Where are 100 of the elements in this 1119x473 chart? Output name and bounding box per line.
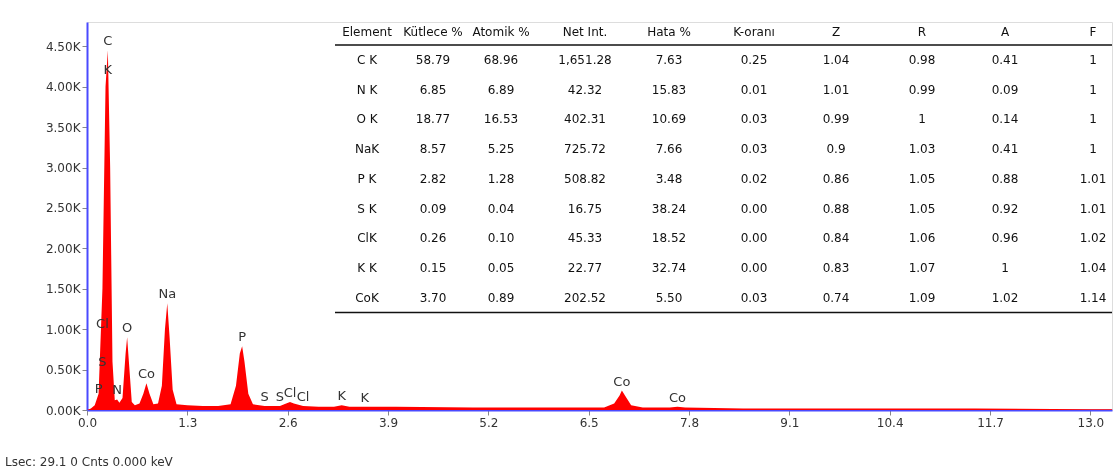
annotation: 1,651.28 <box>558 53 612 67</box>
annotation: 1.14 <box>1079 290 1107 305</box>
annotation: 1 <box>1089 82 1097 97</box>
annotation: 0.41 <box>991 53 1019 67</box>
annotation: 0.05 <box>487 260 515 275</box>
y-tick-label: 4.00K <box>45 80 82 95</box>
y-tick-label: 3.00K <box>45 161 82 175</box>
annotation: 10.69 <box>651 112 687 127</box>
annotation: 1.07 <box>908 260 936 275</box>
annotation: 5.25 <box>487 142 515 157</box>
x-tick-label: 7.8 <box>679 415 700 430</box>
annotation: 0.74 <box>822 290 850 305</box>
annotation: 0.09 <box>991 82 1019 97</box>
annotation: Cl <box>296 388 310 404</box>
annotation: 6.85 <box>419 82 447 97</box>
annotation: S <box>275 388 285 404</box>
annotation: 0.00 <box>740 201 768 216</box>
annotation: 1.28 <box>487 171 515 186</box>
annotation: 1.03 <box>908 142 936 157</box>
annotation: 1.02 <box>991 290 1019 305</box>
x-tick-label: 2.6 <box>278 415 298 430</box>
annotation: 18.52 <box>651 231 687 246</box>
annotation: 0.25 <box>740 53 768 67</box>
annotation: Element <box>342 25 393 39</box>
annotation: O K <box>356 112 379 127</box>
annotation: C K <box>356 53 379 67</box>
annotation: S K <box>357 201 378 216</box>
annotation: Na <box>158 286 177 302</box>
annotation: 0.99 <box>822 112 850 127</box>
annotation: 68.96 <box>483 53 519 67</box>
x-tick-label: 10.4 <box>876 415 904 430</box>
annotation: P K <box>357 171 378 186</box>
annotation: 42.32 <box>567 82 603 97</box>
annotation: 0.09 <box>419 201 447 216</box>
y-tick-label: 2.50K <box>45 201 82 216</box>
annotation: 0.03 <box>740 112 768 127</box>
annotation: Hata % <box>647 25 691 39</box>
annotation: Co <box>668 389 687 405</box>
annotation: 0.89 <box>487 290 515 305</box>
annotation: 0.9 <box>826 142 846 157</box>
x-tick-label: 0.0 <box>77 415 98 430</box>
annotation: 1 <box>918 112 926 127</box>
annotation: NaK <box>354 142 381 157</box>
x-tick-label: 1.3 <box>178 415 198 430</box>
annotation: 3.70 <box>419 290 447 305</box>
annotation: 5.50 <box>655 290 683 305</box>
annotation: 202.52 <box>564 290 606 305</box>
annotation: 0.96 <box>991 231 1019 246</box>
x-tick-label: 5.2 <box>479 415 499 430</box>
annotation: C <box>103 33 113 49</box>
annotation: 1.09 <box>908 290 936 305</box>
annotation: S <box>260 388 269 404</box>
annotation: 1.02 <box>1079 231 1107 246</box>
annotation: 8.57 <box>419 142 447 157</box>
annotation: Net Int. <box>562 25 608 39</box>
annotation: 0.86 <box>822 171 850 186</box>
annotation: 1.04 <box>1079 260 1107 275</box>
annotation: Cl <box>283 384 297 400</box>
y-tick-label: 2.00K <box>45 241 82 256</box>
annotation: K-oranı <box>733 25 775 39</box>
annotation: 0.01 <box>740 82 768 97</box>
annotation: 0.15 <box>419 260 447 275</box>
annotation: CoK <box>355 290 380 305</box>
annotation: 725.72 <box>564 142 606 157</box>
annotation: 18.77 <box>415 112 451 127</box>
annotation: K <box>360 389 370 405</box>
y-tick-label: 1.00K <box>45 322 82 337</box>
annotation: 0.00 <box>740 231 768 246</box>
annotation: 0.04 <box>487 201 515 216</box>
annotation: 0.98 <box>908 53 936 67</box>
annotation: 0.03 <box>740 290 768 305</box>
x-tick-label: 3.9 <box>378 415 399 430</box>
annotation: K K <box>357 260 378 275</box>
annotation: 0.00 <box>740 260 768 275</box>
annotation: 1.05 <box>908 201 936 216</box>
annotation: 1.01 <box>1079 171 1107 186</box>
annotation: Kütlece % <box>403 25 463 39</box>
y-tick-label: 0.00K <box>45 403 82 418</box>
annotation: 0.84 <box>822 231 850 246</box>
x-tick-label: 13.0 <box>1077 415 1105 430</box>
annotation: R <box>917 25 927 39</box>
annotation: 1 <box>1001 260 1009 275</box>
x-tick-label: 6.5 <box>579 415 599 430</box>
annotation: A <box>1000 25 1010 39</box>
annotation: Co <box>613 373 631 389</box>
annotation: 2.82 <box>419 171 447 186</box>
annotation: 38.24 <box>651 201 687 216</box>
x-tick-label: 9.1 <box>780 415 800 430</box>
annotation: 0.26 <box>419 231 447 246</box>
x-tick-label: 11.7 <box>977 415 1004 430</box>
annotation: P <box>238 329 247 345</box>
annotation: Atomik % <box>472 25 530 39</box>
annotation: 1.05 <box>908 171 936 186</box>
annotation: 0.02 <box>740 171 768 186</box>
annotation: Co <box>137 366 155 382</box>
annotation: 16.53 <box>483 112 519 127</box>
annotation: 0.92 <box>991 201 1019 216</box>
annotation: N K <box>356 82 379 97</box>
annotation: 1.04 <box>822 53 850 67</box>
annotation: 0.14 <box>991 112 1019 127</box>
